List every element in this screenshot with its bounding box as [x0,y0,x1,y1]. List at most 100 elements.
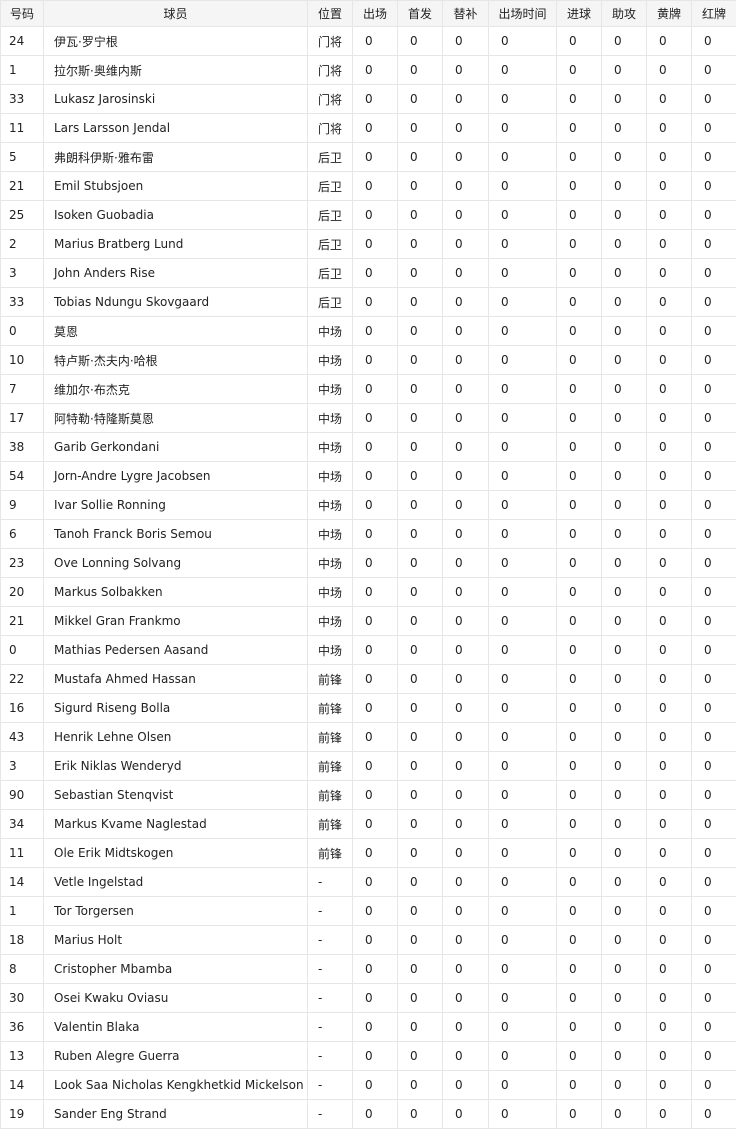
cell: 0 [601,55,647,85]
cell: 0 [442,1070,489,1100]
cell: 0 [556,113,602,143]
cell: 0 [556,664,602,694]
cell: 0 [601,809,647,839]
cell: 0 [601,838,647,868]
cell: 0 [442,461,489,491]
cell: 0 [397,490,443,520]
cell: - [307,925,353,955]
player-row: 2 Marius Bratberg Lund 后卫 0 0 0 0 0 0 0 0 [0,229,736,259]
cell: 0 [397,229,443,259]
cell: 0 [556,838,602,868]
player-name: Tor Torgersen [43,896,308,926]
player-row: 21 Emil Stubsjoen 后卫 0 0 0 0 0 0 0 0 [0,171,736,201]
cell: 0 [646,142,692,172]
cell: 0 [691,229,736,259]
player-row: 11 Ole Erik Midtskogen 前锋 0 0 0 0 0 0 0 0 [0,838,736,868]
player-row: 30 Osei Kwaku Oviasu -0 0 0 0 0 0 0 0 [0,983,736,1013]
cell: 前锋 [307,722,353,752]
cell: 0 [352,983,398,1013]
player-row: 19 Sander Eng Strand -0 0 0 0 0 0 0 0 [0,1099,736,1129]
cell: 0 [691,142,736,172]
cell: 0 [691,258,736,288]
cell: 0 [397,983,443,1013]
player-name: Tobias Ndungu Skovgaard [43,287,308,317]
cell: 0 [442,229,489,259]
cell: 0 [442,345,489,375]
player-name: Tanoh Franck Boris Semou [43,519,308,549]
cell: 9 [0,490,44,520]
player-row: 8 Cristopher Mbamba -0 0 0 0 0 0 0 0 [0,954,736,984]
cell: 0 [352,171,398,201]
cell: 11 [0,113,44,143]
cell: 0 [352,403,398,433]
cell: 0 [646,896,692,926]
cell: 0 [488,983,557,1013]
player-name: 弗朗科伊斯·雅布雷 [43,142,308,172]
table-body: 24 伊瓦·罗宁根 门将 0 0 0 0 0 0 0 0 1 拉尔斯·奥维内斯 门将 0 0 0 0 0 0 0 0 33 L… [0,26,736,1129]
cell: 0 [352,925,398,955]
cell: 门将 [307,55,353,85]
player-name: Sebastian Stenqvist [43,780,308,810]
cell: 0 [601,1070,647,1100]
cell: 0 [691,664,736,694]
cell: 0 [691,519,736,549]
cell: 0 [691,809,736,839]
cell: 0 [691,780,736,810]
cell: 0 [556,287,602,317]
cell: - [307,1099,353,1129]
cell: 0 [601,374,647,404]
cell: 0 [488,809,557,839]
cell: 0 [691,287,736,317]
player-row: 5 弗朗科伊斯·雅布雷 后卫 0 0 0 0 0 0 0 0 [0,142,736,172]
cell: 0 [556,635,602,665]
cell: 1 [0,55,44,85]
player-name: Sander Eng Strand [43,1099,308,1129]
cell: 0 [442,287,489,317]
player-name: 拉尔斯·奥维内斯 [43,55,308,85]
cell: 0 [556,1012,602,1042]
cell: 前锋 [307,780,353,810]
cell: 0 [601,258,647,288]
cell: 2 [0,229,44,259]
column-header: 出场 [352,0,398,27]
player-name: Emil Stubsjoen [43,171,308,201]
cell: 21 [0,171,44,201]
cell: 0 [0,635,44,665]
cell: 中场 [307,432,353,462]
cell: 0 [556,693,602,723]
cell: 0 [352,606,398,636]
cell: 0 [601,490,647,520]
cell: 0 [442,606,489,636]
cell: 0 [442,490,489,520]
cell: 36 [0,1012,44,1042]
cell: 0 [397,635,443,665]
cell: 10 [0,345,44,375]
cell: - [307,896,353,926]
cell: 0 [352,113,398,143]
cell: 0 [442,26,489,56]
cell: 后卫 [307,287,353,317]
cell: 0 [442,780,489,810]
player-row: 11 Lars Larsson Jendal 门将 0 0 0 0 0 0 0 0 [0,113,736,143]
cell: 0 [488,519,557,549]
cell: 0 [646,461,692,491]
column-header: 首发 [397,0,443,27]
cell: 0 [691,925,736,955]
cell: 0 [601,635,647,665]
cell: 0 [601,461,647,491]
cell: 0 [691,1012,736,1042]
player-name: Mathias Pedersen Aasand [43,635,308,665]
cell: 0 [488,287,557,317]
cell: 0 [601,751,647,781]
player-row: 7 维加尔·布杰克 中场 0 0 0 0 0 0 0 0 [0,374,736,404]
cell: 0 [601,983,647,1013]
cell: 0 [488,606,557,636]
cell: 0 [397,896,443,926]
cell: 中场 [307,316,353,346]
cell: 0 [488,113,557,143]
player-row: 14 Vetle Ingelstad -0 0 0 0 0 0 0 0 [0,867,736,897]
cell: 后卫 [307,229,353,259]
player-row: 0 莫恩 中场 0 0 0 0 0 0 0 0 [0,316,736,346]
cell: 0 [556,258,602,288]
cell: 0 [646,200,692,230]
